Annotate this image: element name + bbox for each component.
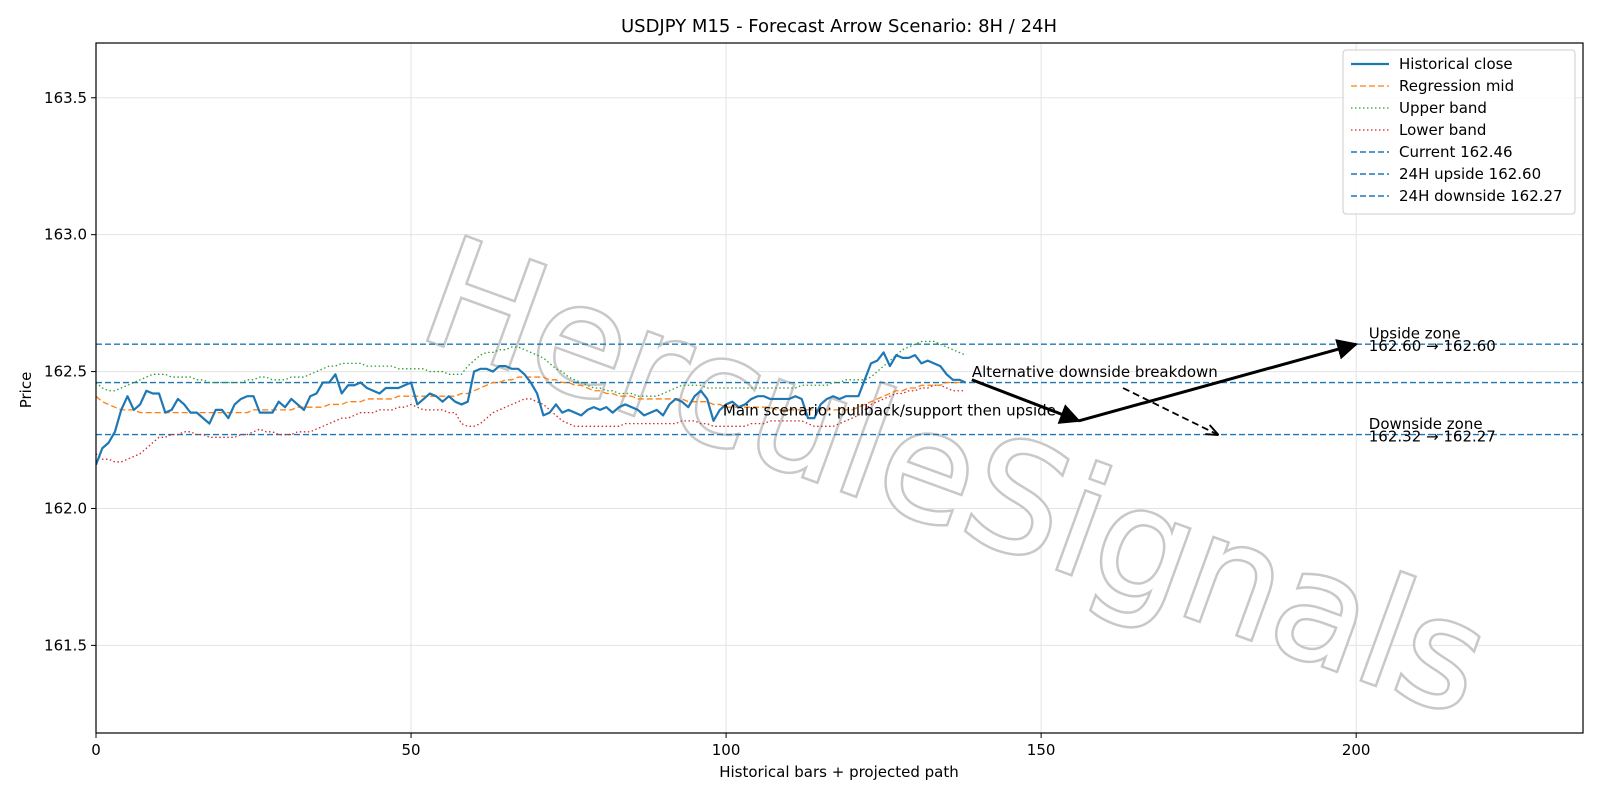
main-arrow-leg1 [971, 378, 1081, 424]
legend-label-6: 24H downside 162.27 [1399, 187, 1563, 205]
y-tick-label-162.0: 162.0 [44, 499, 87, 517]
alt-arrow [1122, 387, 1218, 435]
annot-main: Main scenario: pullback/support then ups… [723, 401, 1056, 419]
legend-box [1342, 49, 1576, 215]
y-tick-label-163.5: 163.5 [44, 89, 87, 107]
x-axis: 0 50 100 150 200 [91, 733, 1370, 759]
y-axis: 161.5 162.0 162.5 163.0 163.5 [44, 89, 96, 654]
y-tick-label-163.0: 163.0 [44, 226, 87, 244]
y-axis-label: Price [17, 372, 35, 409]
annot-downside-2: 162.32 → 162.27 [1369, 427, 1496, 445]
x-tick-label-0: 0 [91, 741, 101, 759]
x-tick-label-150: 150 [1027, 741, 1056, 759]
watermark-text: HerculeSignals [403, 205, 1509, 749]
legend-label-5: 24H upside 162.60 [1399, 165, 1541, 183]
y-tick-label-161.5: 161.5 [44, 636, 87, 654]
chart-title: USDJPY M15 - Forecast Arrow Scenario: 8H… [621, 16, 1057, 37]
series-line-1 [96, 376, 966, 414]
x-tick-label-200: 200 [1342, 741, 1371, 759]
annotations: Alternative downside breakdown Main scena… [723, 325, 1496, 446]
series-line-2 [96, 340, 966, 397]
legend-label-4: Current 162.46 [1399, 143, 1513, 161]
x-tick-label-50: 50 [401, 741, 420, 759]
series-lines [96, 340, 966, 466]
legend: Historical close Regression mid Upper band… [1342, 49, 1576, 215]
watermark: HerculeSignals [400, 203, 1511, 749]
annot-upside-2: 162.60 → 162.60 [1369, 337, 1496, 355]
series-line-3 [96, 384, 966, 463]
legend-label-2: Upper band [1399, 99, 1487, 117]
legend-label-1: Regression mid [1399, 77, 1514, 95]
annot-upside-1: Upside zone [1369, 325, 1461, 343]
main-arrow-leg2 [1078, 339, 1359, 423]
legend-label-3: Lower band [1399, 121, 1486, 139]
series-line-0 [96, 351, 966, 466]
annot-alternative: Alternative downside breakdown [972, 363, 1218, 381]
y-tick-label-162.5: 162.5 [44, 363, 87, 381]
x-axis-label: Historical bars + projected path [719, 763, 959, 781]
legend-label-0: Historical close [1399, 55, 1513, 73]
x-tick-label-100: 100 [712, 741, 741, 759]
plot-frame [95, 42, 1584, 734]
annot-downside-1: Downside zone [1369, 415, 1483, 433]
grid-lines [95, 43, 1583, 733]
forecast-arrows [971, 339, 1359, 435]
